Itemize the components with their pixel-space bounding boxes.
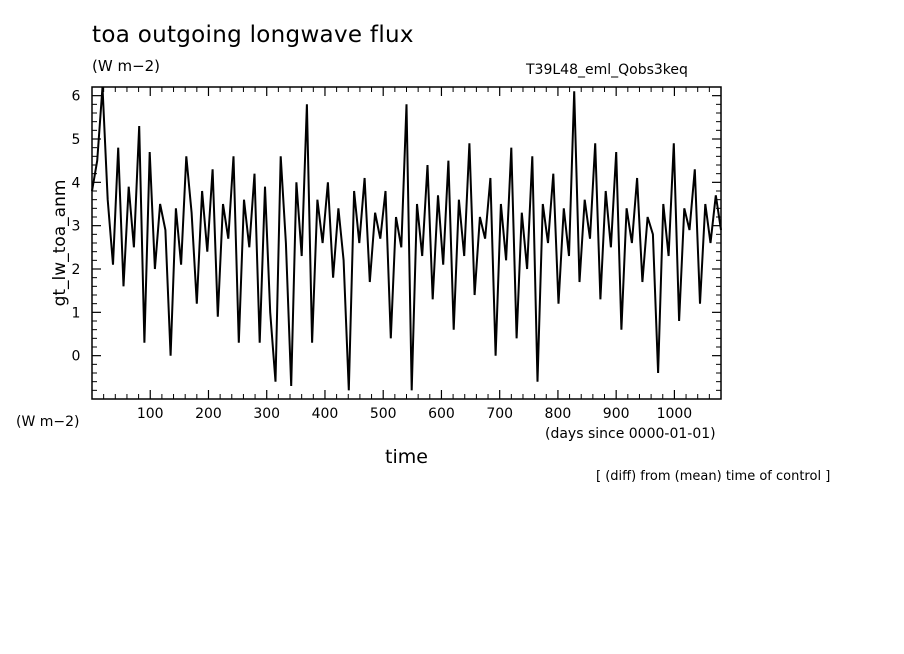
series-group [91,86,722,391]
y-tick-label: 1 [72,305,81,321]
chart-title: toa outgoing longwave flux [92,22,414,48]
y-tick-label: 0 [72,349,81,365]
y-tick-label: 6 [72,89,81,105]
diff-note: [ (diff) from (mean) time of control ] [596,469,831,484]
x-tick-label: 400 [312,406,339,422]
y-tick-label: 5 [72,132,81,148]
x-tick-label: 100 [137,406,164,422]
x-tick-label: 600 [428,406,455,422]
y-tick-label: 3 [72,219,81,235]
y-axis-title: gt_lw_toa_anm [50,180,70,307]
run-name-label: T39L48_eml_Qobs3keq [526,62,688,78]
tick-labels: 100 200 300 400 500 600 700 800 900 1000 0 1 2 3 4 5 6 [72,89,693,422]
y-axis-units: (W m−2) [16,414,80,430]
x-tick-label: 800 [545,406,572,422]
x-tick-label: 900 [603,406,630,422]
x-tick-label: 200 [195,406,222,422]
series-line [91,86,722,391]
x-tick-label: 300 [253,406,280,422]
title-units: (W m−2) [92,57,161,75]
x-tick-label: 700 [486,406,513,422]
x-axis-units: (days since 0000-01-01) [545,426,716,442]
x-axis-title: time [385,446,428,468]
x-tick-label: 500 [370,406,397,422]
x-tick-label: 1000 [657,406,693,422]
y-tick-label: 4 [72,175,81,191]
y-tick-label: 2 [72,262,81,278]
axis-ticks [92,86,721,399]
